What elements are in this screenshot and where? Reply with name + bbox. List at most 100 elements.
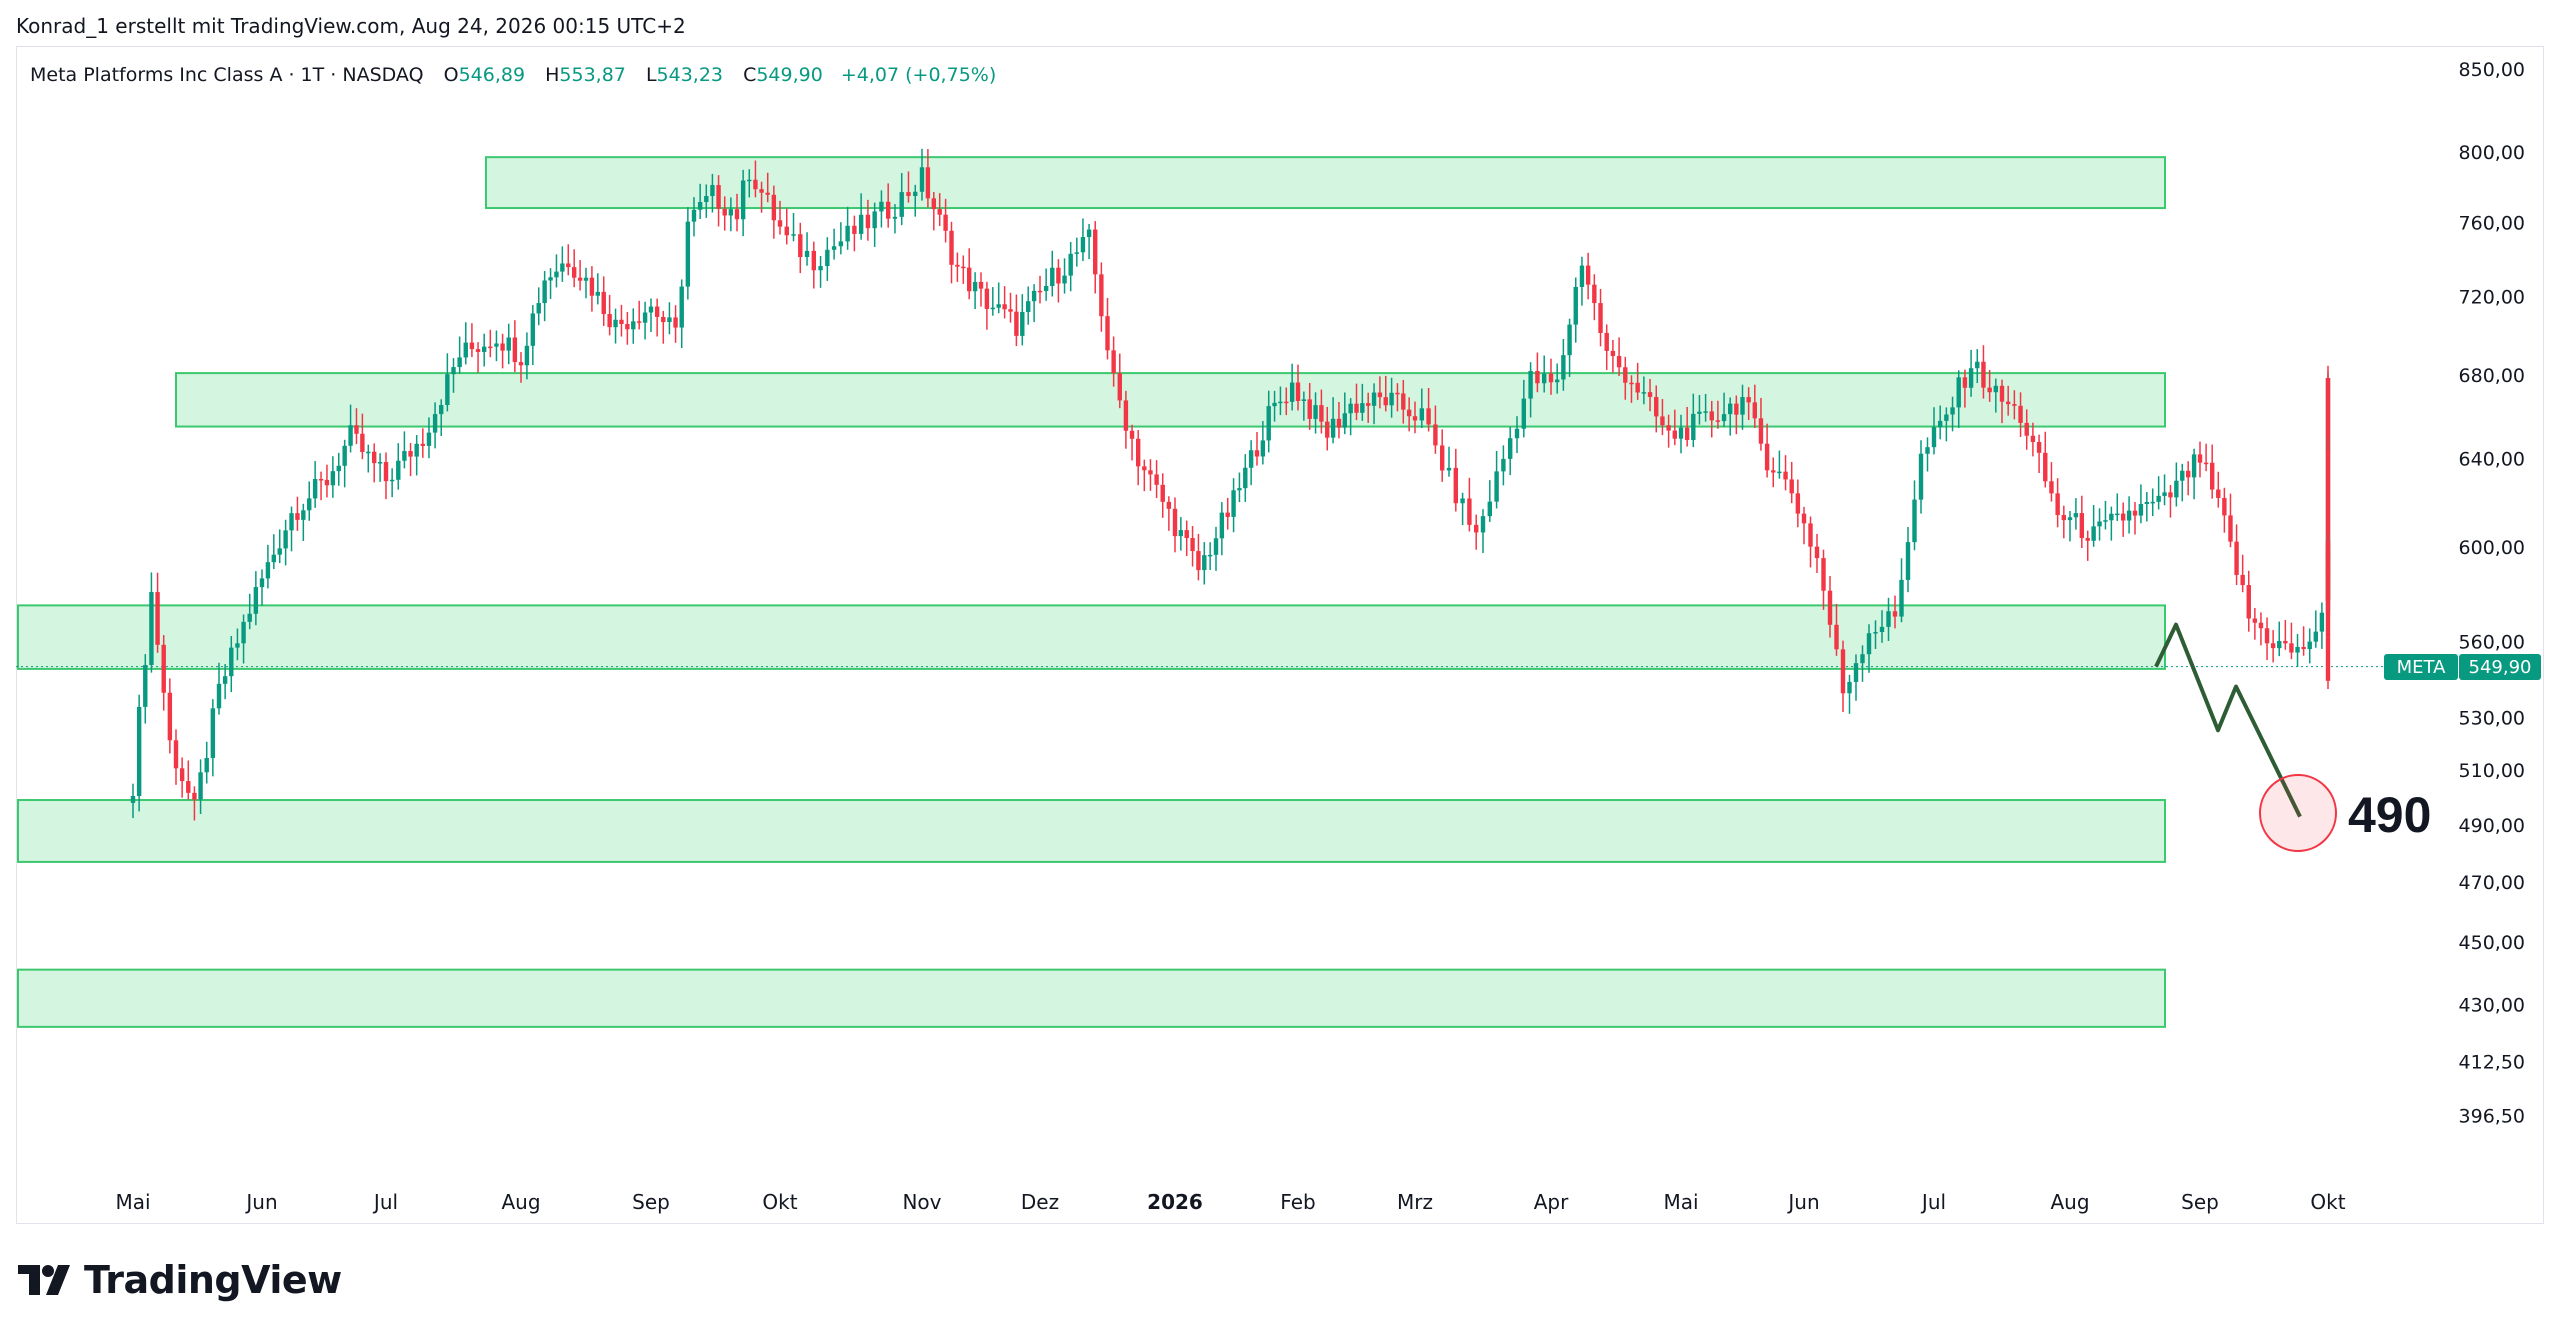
- legend-close-label: C: [743, 64, 757, 86]
- candle: [1709, 400, 1714, 438]
- candle: [2018, 392, 2023, 437]
- candle: [1260, 421, 1266, 465]
- candle: [1325, 406, 1330, 451]
- candle: [2240, 554, 2245, 593]
- zone-5[interactable]: [17, 968, 2166, 1028]
- candle: [2150, 488, 2155, 517]
- x-tick-label: Apr: [1534, 1190, 1569, 1214]
- zone-3[interactable]: [17, 604, 2166, 670]
- candle: [1494, 450, 1499, 509]
- candle: [1944, 407, 1949, 442]
- legend-low-value: 543,23: [656, 64, 724, 86]
- candle: [2138, 484, 2144, 524]
- candle: [1043, 268, 1049, 301]
- candle: [307, 481, 312, 521]
- candle: [1348, 398, 1353, 436]
- candle: [1460, 492, 1465, 526]
- tradingview-logo[interactable]: TradingView: [18, 1258, 342, 1302]
- candle: [1821, 549, 1826, 610]
- candle: [1068, 242, 1073, 292]
- candle: [414, 435, 419, 476]
- candle: [1014, 294, 1019, 347]
- candle: [1313, 392, 1318, 434]
- candle: [204, 741, 209, 784]
- y-tick-label: 450,00: [2459, 932, 2525, 954]
- candle: [771, 185, 777, 239]
- candle: [937, 193, 942, 227]
- candle: [595, 273, 601, 305]
- candle: [1629, 375, 1634, 403]
- candle: [1918, 440, 1924, 514]
- candle: [1892, 595, 1898, 629]
- projection-path[interactable]: [2154, 622, 2302, 818]
- legend-high-label: H: [545, 64, 560, 86]
- candle: [619, 304, 624, 337]
- candle: [1062, 258, 1067, 294]
- candle: [885, 183, 891, 228]
- candle: [1937, 405, 1943, 440]
- candle: [1899, 558, 1904, 623]
- candle: [1968, 349, 1974, 397]
- candle: [2126, 496, 2132, 534]
- candle: [601, 276, 606, 326]
- candle: [1771, 457, 1776, 488]
- candle: [1950, 396, 1955, 432]
- candle: [457, 336, 462, 374]
- candle: [1514, 416, 1520, 454]
- candle: [222, 664, 228, 700]
- candle: [2209, 444, 2215, 499]
- candle: [961, 255, 966, 284]
- y-tick-label: 510,00: [2459, 760, 2525, 782]
- candle: [1389, 377, 1394, 418]
- candle: [488, 329, 493, 358]
- candle: [1975, 349, 1980, 384]
- candle: [811, 241, 817, 289]
- candle: [2277, 621, 2282, 657]
- candle: [1050, 250, 1055, 297]
- candle: [673, 305, 678, 343]
- candle: [1777, 450, 1782, 479]
- candle: [2036, 434, 2042, 474]
- zone-4[interactable]: [17, 799, 2166, 863]
- candle: [1330, 397, 1336, 444]
- price-tag: META 549,90: [2384, 654, 2541, 680]
- candle: [366, 444, 371, 473]
- candle: [186, 760, 191, 800]
- candle: [312, 461, 318, 508]
- candle: [1814, 534, 1820, 573]
- zone-2[interactable]: [175, 372, 2166, 428]
- candle: [1962, 369, 1968, 408]
- candle: [2185, 461, 2191, 496]
- target-circle[interactable]: [2259, 774, 2337, 852]
- candle: [906, 171, 911, 203]
- y-tick-label: 396,50: [2459, 1106, 2525, 1128]
- candle: [1487, 480, 1492, 522]
- candle: [1931, 407, 1937, 455]
- time-axis: Mai Jun Jul Aug Sep Okt Nov Dez 2026 Feb Mrz Apr Mai…: [115, 1190, 2345, 1214]
- candle: [753, 160, 758, 198]
- candle: [1395, 383, 1400, 412]
- y-tick-label: 490,00: [2459, 815, 2525, 837]
- candle: [1860, 645, 1865, 682]
- zone-1[interactable]: [485, 156, 2166, 210]
- candle: [253, 571, 259, 626]
- candle: [798, 222, 803, 274]
- candle: [2132, 502, 2138, 535]
- candle: [949, 221, 954, 284]
- candle: [1684, 406, 1690, 447]
- candle: [1734, 395, 1739, 435]
- candle: [2270, 630, 2276, 663]
- candle: [1501, 445, 1506, 486]
- candle: [990, 287, 995, 316]
- projection: 490: [2154, 622, 2431, 852]
- candle: [324, 464, 330, 498]
- candle: [679, 279, 684, 348]
- candle: [577, 260, 583, 291]
- candle: [318, 471, 324, 501]
- candle: [1508, 426, 1513, 476]
- candle: [494, 330, 499, 362]
- candle: [1827, 576, 1833, 638]
- candle: [1554, 363, 1560, 394]
- candle: [1641, 376, 1647, 405]
